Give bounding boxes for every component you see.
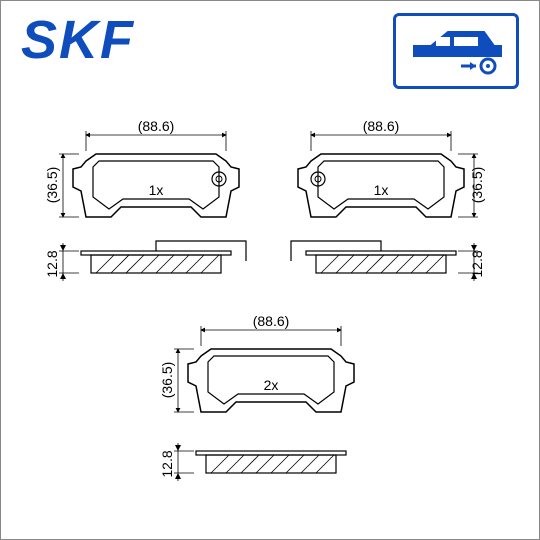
svg-text:(36.5): (36.5) (469, 167, 485, 204)
svg-text:12.8: 12.8 (159, 450, 175, 477)
svg-text:12.8: 12.8 (469, 250, 485, 277)
svg-text:12.8: 12.8 (44, 250, 60, 277)
pad-top-left: (88.6) (36.5) 1x (44, 118, 239, 217)
brand-logo: SKF (21, 13, 135, 67)
side-view-right: 12.8 (291, 241, 485, 281)
qty-label: 1x (149, 182, 164, 198)
pad-bottom: (88.6) (36.5) 2x (159, 313, 354, 412)
car-position-icon (393, 13, 519, 89)
svg-text:1x: 1x (374, 182, 389, 198)
technical-drawing: (88.6) (36.5) 1x (88.6) (36.5) (1, 89, 539, 529)
svg-text:(88.6): (88.6) (363, 118, 400, 134)
pad-top-right: (88.6) (36.5) 1x (298, 118, 485, 217)
side-view-left: 12.8 (44, 241, 246, 281)
svg-text:(36.5): (36.5) (159, 362, 175, 399)
height-dim: (36.5) (44, 167, 60, 204)
svg-text:(88.6): (88.6) (253, 313, 290, 329)
svg-text:2x: 2x (264, 377, 279, 393)
side-view-bottom: 12.8 (159, 443, 346, 481)
width-dim: (88.6) (138, 118, 175, 134)
